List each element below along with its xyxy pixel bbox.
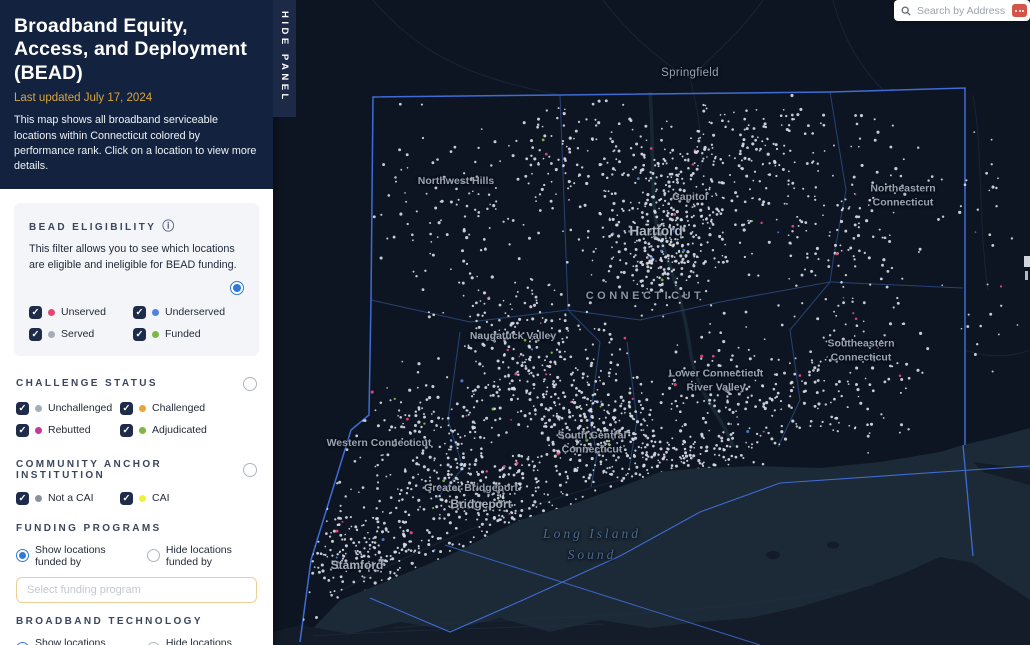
clipped-map-label bbox=[1024, 256, 1030, 267]
bead-eligibility-card: BEAD ELIGIBILITY ⓘ This filter allows you… bbox=[14, 203, 259, 356]
funding-programs-title: FUNDING PROGRAMS bbox=[16, 522, 162, 534]
cai-section: COMMUNITY ANCHOR INSTITUTION ✓ Not a CAI ✓… bbox=[0, 459, 273, 505]
address-search bbox=[894, 0, 1030, 21]
filter-option-not-a-cai[interactable]: ✓ Not a CAI bbox=[16, 491, 120, 505]
checkbox[interactable]: ✓ bbox=[29, 305, 42, 319]
sidebar-header: Broadband Equity, Access, and Deployment… bbox=[0, 0, 273, 190]
filter-option-cai[interactable]: ✓ CAI bbox=[120, 491, 257, 505]
legend-dot-icon bbox=[48, 330, 55, 338]
option-label: Underserved bbox=[165, 306, 226, 319]
broadband-technology-section: BROADBAND TECHNOLOGY Show locations serv… bbox=[0, 616, 273, 645]
option-label: Challenged bbox=[152, 402, 206, 415]
funding-show-radio[interactable]: Show locations funded by bbox=[16, 544, 130, 568]
legend-dot-icon bbox=[139, 494, 146, 502]
checkbox[interactable]: ✓ bbox=[16, 401, 29, 415]
option-label: Adjudicated bbox=[152, 424, 207, 437]
legend-dot-icon bbox=[152, 308, 159, 316]
filter-option-challenged[interactable]: ✓ Challenged bbox=[120, 401, 257, 415]
legend-dot-icon bbox=[139, 404, 146, 412]
legend-dot-icon bbox=[139, 426, 146, 434]
funding-hide-radio[interactable]: Hide locations funded by bbox=[146, 544, 257, 568]
filter-option-underserved[interactable]: ✓ Underserved bbox=[133, 305, 244, 319]
map-base-layer bbox=[273, 0, 1030, 645]
address-search-input[interactable] bbox=[915, 3, 1008, 18]
checkbox[interactable]: ✓ bbox=[120, 491, 133, 505]
state-boundary bbox=[299, 87, 1030, 645]
filter-option-served[interactable]: ✓ Served bbox=[29, 327, 133, 341]
filter-option-unchallenged[interactable]: ✓ Unchallenged bbox=[16, 401, 120, 415]
option-label: CAI bbox=[152, 492, 170, 505]
option-label: Unchallenged bbox=[48, 402, 113, 415]
technology-show-radio[interactable]: Show locations served by bbox=[16, 637, 130, 645]
hide-panel-button[interactable]: HIDE PANEL bbox=[273, 0, 296, 117]
legend-dot-icon bbox=[35, 426, 42, 434]
legend-dot-icon bbox=[35, 404, 42, 412]
checkbox[interactable]: ✓ bbox=[16, 423, 29, 437]
clipped-map-label bbox=[1025, 271, 1028, 280]
filter-option-unserved[interactable]: ✓ Unserved bbox=[29, 305, 133, 319]
legend-dot-icon bbox=[152, 330, 159, 338]
islet bbox=[827, 541, 839, 549]
checkbox[interactable]: ✓ bbox=[16, 491, 29, 505]
filter-option-adjudicated[interactable]: ✓ Adjudicated bbox=[120, 423, 257, 437]
map-canvas[interactable]: Springfield Northwest Hills Capitol Hartfor… bbox=[273, 0, 1030, 645]
page-title: Broadband Equity, Access, and Deployment… bbox=[14, 15, 248, 84]
challenge-colorby-radio[interactable] bbox=[243, 376, 257, 391]
bead-options: ✓ Unserved ✓ Underserved ✓ Served ✓ Funded bbox=[29, 305, 244, 341]
islet bbox=[766, 551, 780, 559]
checkbox[interactable]: ✓ bbox=[120, 423, 133, 437]
checkbox[interactable]: ✓ bbox=[133, 327, 146, 341]
filter-option-funded[interactable]: ✓ Funded bbox=[133, 327, 244, 341]
last-updated-text: Last updated July 17, 2024 bbox=[14, 92, 153, 105]
cai-options: ✓ Not a CAI ✓ CAI bbox=[16, 491, 257, 505]
filter-option-rebutted[interactable]: ✓ Rebutted bbox=[16, 423, 120, 437]
broadband-technology-title: BROADBAND TECHNOLOGY bbox=[16, 615, 203, 627]
option-label: Not a CAI bbox=[48, 492, 94, 505]
sidebar: Broadband Equity, Access, and Deployment… bbox=[0, 0, 273, 645]
option-label: Rebutted bbox=[48, 424, 91, 437]
page-description: This map shows all broadband serviceable… bbox=[14, 114, 257, 173]
region-boundaries bbox=[370, 91, 964, 499]
info-icon[interactable]: ⓘ bbox=[162, 219, 177, 234]
location-dots-outside bbox=[958, 131, 1019, 373]
fishers-island bbox=[973, 462, 1030, 485]
legend-dot-icon bbox=[35, 494, 42, 502]
search-icon bbox=[901, 6, 911, 16]
bead-eligibility-title: BEAD ELIGIBILITY ⓘ bbox=[29, 219, 177, 234]
cai-title: COMMUNITY ANCHOR INSTITUTION bbox=[16, 458, 163, 481]
cai-colorby-radio[interactable] bbox=[243, 462, 257, 477]
funding-programs-section: FUNDING PROGRAMS Show locations funded b… bbox=[0, 523, 273, 603]
challenge-status-title: CHALLENGE STATUS bbox=[16, 378, 158, 390]
location-dots bbox=[302, 88, 963, 641]
challenge-options: ✓ Unchallenged ✓ Challenged ✓ Rebutted ✓ Adjudi… bbox=[16, 401, 257, 437]
checkbox[interactable]: ✓ bbox=[29, 327, 42, 341]
roads bbox=[312, 0, 1030, 637]
technology-hide-radio[interactable]: Hide locations served by bbox=[146, 637, 257, 645]
long-island-land bbox=[273, 557, 1030, 645]
bead-eligibility-description: This filter allows you to see which loca… bbox=[29, 243, 237, 272]
legend-dot-icon bbox=[48, 308, 55, 316]
bead-colorby-radio[interactable] bbox=[230, 280, 244, 295]
option-label: Served bbox=[61, 328, 95, 341]
extension-badge-icon[interactable] bbox=[1012, 4, 1027, 17]
challenge-status-section: CHALLENGE STATUS ✓ Unchallenged ✓ Challenge… bbox=[0, 376, 273, 437]
option-label: Funded bbox=[165, 328, 201, 341]
funding-program-input[interactable] bbox=[16, 576, 257, 603]
checkbox[interactable]: ✓ bbox=[133, 305, 146, 319]
checkbox[interactable]: ✓ bbox=[120, 401, 133, 415]
option-label: Unserved bbox=[61, 306, 106, 319]
